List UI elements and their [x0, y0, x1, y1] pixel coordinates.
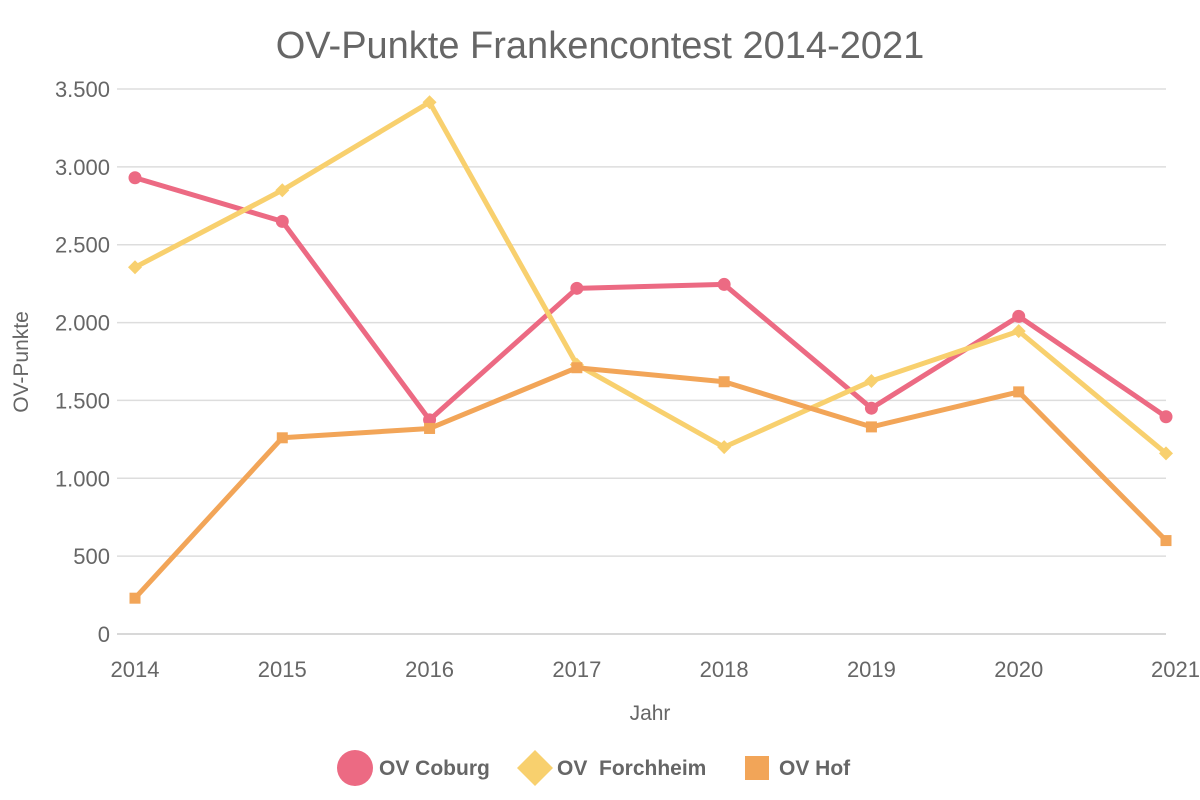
x-tick-label: 2017	[552, 657, 601, 682]
data-point-ov-coburg	[864, 401, 878, 415]
y-tick-label: 0	[98, 622, 110, 647]
series-line-ov-forchheim	[132, 99, 1169, 456]
legend-item-ov-coburg[interactable]: OV Coburg	[337, 750, 490, 786]
x-axis: 2014 2015 2016 2017 2018 2019 2020 2021	[111, 657, 1200, 682]
x-axis-label: Jahr	[630, 702, 671, 725]
series-ov-forchheim	[128, 95, 1173, 461]
series-line-ov-hof	[132, 365, 1169, 601]
legend-item-ov-hof[interactable]: OV Hof	[745, 756, 851, 780]
legend-label: OV Coburg	[379, 757, 490, 780]
legend-marker-circle	[337, 750, 373, 786]
y-tick-label: 2.500	[55, 233, 110, 258]
data-point-ov-forchheim	[422, 95, 437, 110]
data-point-ov-hof	[865, 421, 877, 433]
data-point-ov-hof	[718, 376, 730, 388]
data-point-ov-hof	[1160, 535, 1172, 547]
data-point-ov-hof	[276, 432, 288, 444]
y-tick-label: 3.500	[55, 77, 110, 102]
grid-layer	[117, 88, 1166, 635]
data-point-ov-hof	[571, 362, 583, 374]
series-layer	[128, 95, 1173, 604]
data-point-ov-coburg	[717, 277, 731, 291]
x-tick-label: 2015	[258, 657, 307, 682]
x-tick-label: 2021	[1151, 657, 1200, 682]
series-ov-hof	[129, 362, 1172, 604]
x-tick-label: 2019	[847, 657, 896, 682]
data-point-ov-forchheim	[717, 440, 732, 455]
y-tick-label: 1.000	[55, 466, 110, 491]
x-tick-label: 2016	[405, 657, 454, 682]
series-line-ov-coburg	[132, 175, 1169, 423]
x-tick-label: 2020	[994, 657, 1043, 682]
data-point-ov-forchheim	[275, 183, 290, 198]
y-axis-label: OV-Punkte	[10, 311, 33, 413]
data-point-ov-forchheim	[128, 260, 142, 275]
legend-marker-square	[745, 756, 769, 780]
data-point-ov-coburg	[1159, 410, 1173, 424]
chart-title: OV-Punkte Frankencontest 2014-2021	[276, 25, 925, 67]
y-tick-label: 500	[73, 544, 110, 569]
data-point-ov-hof	[1013, 386, 1025, 398]
legend-marker-diamond	[517, 750, 553, 786]
data-point-ov-coburg	[128, 171, 142, 185]
data-point-ov-coburg	[1012, 309, 1026, 323]
y-tick-label: 3.000	[55, 155, 110, 180]
legend-label: OV Forchheim	[557, 757, 706, 780]
x-tick-label: 2014	[111, 657, 160, 682]
data-point-ov-coburg	[570, 281, 584, 295]
y-axis: 0 500 1.000 1.500 2.000 2.500 3.000 3.500	[55, 77, 110, 647]
data-point-ov-hof	[424, 422, 436, 434]
data-point-ov-hof	[129, 592, 141, 604]
data-point-ov-coburg	[275, 214, 289, 228]
data-point-ov-forchheim	[864, 373, 879, 388]
legend-item-ov-forchheim[interactable]: OV Forchheim	[517, 750, 706, 786]
legend[interactable]: OV Coburg OV Forchheim OV Hof	[337, 750, 851, 786]
legend-label: OV Hof	[779, 757, 851, 780]
y-tick-label: 2.000	[55, 311, 110, 336]
data-point-ov-forchheim	[1159, 446, 1173, 461]
data-point-ov-forchheim	[1011, 324, 1026, 339]
x-tick-label: 2018	[700, 657, 749, 682]
y-tick-label: 1.500	[55, 388, 110, 413]
